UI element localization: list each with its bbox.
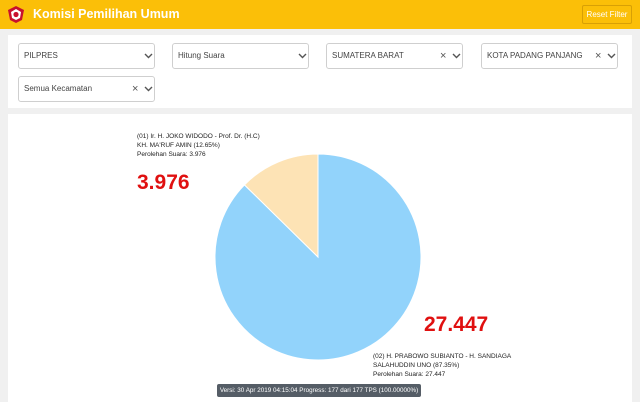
select-value: SUMATERA BARAT	[332, 51, 404, 60]
clear-icon[interactable]: ×	[595, 50, 602, 62]
slice-label-02: (02) H. PRABOWO SUBIANTO - H. SANDIAGA S…	[373, 352, 511, 379]
candidate-01-big-value: 3.976	[137, 171, 190, 194]
reset-filter-button[interactable]: Reset Filter	[582, 5, 632, 24]
candidate-01-name-cont: KH. MA'RUF AMIN (12.65%)	[137, 142, 220, 149]
pie-chart	[214, 153, 422, 361]
select-value: KOTA PADANG PANJANG	[487, 51, 583, 60]
slice-candidate-01[interactable]	[243, 153, 319, 259]
chevron-down-icon	[144, 86, 153, 92]
chevron-down-icon	[607, 53, 616, 59]
candidate-02-big-value: 27.447	[424, 313, 489, 336]
slice-label-01: (01) Ir. H. JOKO WIDODO - Prof. Dr. (H.C…	[137, 132, 260, 159]
select-value: PILPRES	[24, 51, 58, 60]
candidate-02-votes: Perolehan Suara: 27.447	[373, 371, 446, 378]
clear-icon[interactable]: ×	[440, 50, 447, 62]
select-value: Hitung Suara	[178, 51, 225, 60]
data-type-select[interactable]: Hitung Suara	[172, 43, 309, 69]
chart-panel: (01) Ir. H. JOKO WIDODO - Prof. Dr. (H.C…	[8, 114, 632, 402]
clear-icon[interactable]: ×	[132, 83, 139, 95]
app-title: Komisi Pemilihan Umum	[33, 7, 180, 21]
district-select[interactable]: Semua Kecamatan ×	[18, 76, 155, 102]
status-bar: Versi: 30 Apr 2019 04:15:04 Progress: 17…	[217, 384, 421, 397]
election-type-select[interactable]: PILPRES	[18, 43, 155, 69]
select-value: Semua Kecamatan	[24, 84, 93, 93]
filter-panel: PILPRES Hitung Suara SUMATERA BARAT × KO…	[8, 35, 632, 108]
candidate-02-name: (02) H. PRABOWO SUBIANTO - H. SANDIAGA	[373, 353, 512, 360]
candidate-02-name-cont: SALAHUDDIN UNO (87.35%)	[373, 362, 460, 369]
kpu-logo-icon	[8, 6, 24, 23]
city-select[interactable]: KOTA PADANG PANJANG ×	[481, 43, 618, 69]
province-select[interactable]: SUMATERA BARAT ×	[326, 43, 463, 69]
app-header: Komisi Pemilihan Umum Reset Filter	[0, 0, 640, 29]
chevron-down-icon	[144, 53, 153, 59]
candidate-01-name: (01) Ir. H. JOKO WIDODO - Prof. Dr. (H.C…	[137, 133, 260, 140]
candidate-01-votes: Perolehan Suara: 3.976	[137, 151, 206, 158]
chevron-down-icon	[298, 53, 307, 59]
chevron-down-icon	[452, 53, 461, 59]
